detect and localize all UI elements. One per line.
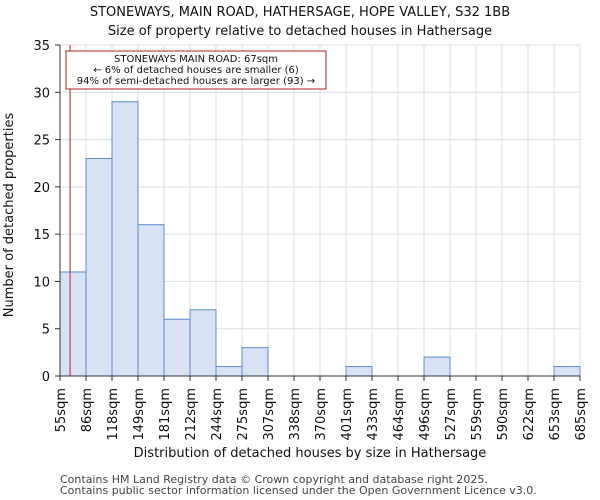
chart-title: STONEWAYS, MAIN ROAD, HATHERSAGE, HOPE V… bbox=[90, 5, 510, 20]
x-tick-label: 55sqm bbox=[54, 388, 69, 432]
x-tick-label: 149sqm bbox=[132, 388, 147, 441]
y-tick-label: 20 bbox=[33, 181, 50, 196]
bar-401sqm bbox=[345, 366, 373, 377]
x-tick-label: 338sqm bbox=[288, 388, 303, 441]
x-tick-label: 370sqm bbox=[314, 388, 329, 441]
annotation-line: STONEWAYS MAIN ROAD: 67sqm bbox=[114, 54, 278, 65]
x-tick-label: 401sqm bbox=[340, 388, 355, 441]
x-tick-label: 685sqm bbox=[574, 388, 589, 441]
bar-118sqm bbox=[111, 101, 139, 377]
x-tick-label: 527sqm bbox=[444, 388, 459, 441]
annotation-line: ← 6% of detached houses are smaller (6) bbox=[93, 65, 299, 76]
bar-181sqm bbox=[163, 318, 191, 377]
x-axis-label: Distribution of detached houses by size … bbox=[134, 446, 487, 461]
annotation-line: 94% of semi-detached houses are larger (… bbox=[77, 76, 315, 87]
bar-244sqm bbox=[215, 366, 243, 377]
x-tick-label: 244sqm bbox=[210, 388, 225, 441]
y-tick-label: 15 bbox=[33, 228, 50, 243]
footer-line-2: Contains public sector information licen… bbox=[60, 484, 537, 497]
bar-496sqm bbox=[423, 356, 451, 377]
bars bbox=[59, 101, 581, 377]
y-tick-label: 10 bbox=[33, 275, 50, 290]
x-tick-label: 86sqm bbox=[80, 388, 95, 432]
y-tick-label: 5 bbox=[42, 323, 50, 338]
y-tick-label: 25 bbox=[33, 134, 50, 149]
annotation-box bbox=[65, 50, 327, 90]
bar-55sqm bbox=[59, 271, 87, 377]
x-tick-label: 496sqm bbox=[418, 388, 433, 441]
y-tick-label: 0 bbox=[42, 370, 50, 385]
x-tick-label: 275sqm bbox=[236, 388, 251, 441]
bar-653sqm bbox=[553, 366, 581, 377]
x-tick-label: 464sqm bbox=[392, 388, 407, 441]
x-tick-label: 307sqm bbox=[262, 388, 277, 441]
x-tick-label: 590sqm bbox=[496, 388, 511, 441]
x-tick-label: 433sqm bbox=[366, 388, 381, 441]
bar-212sqm bbox=[189, 309, 217, 377]
property-marker: STONEWAYS MAIN ROAD: 67sqm← 6% of detach… bbox=[65, 45, 327, 376]
x-tick-label: 653sqm bbox=[548, 388, 563, 441]
footer-line-1: Contains HM Land Registry data © Crown c… bbox=[60, 473, 488, 486]
bar-149sqm bbox=[137, 224, 165, 377]
bar-275sqm bbox=[241, 347, 269, 377]
y-ticks: 0 5 10 15 20 25 30 35 bbox=[33, 39, 60, 385]
x-tick-label: 181sqm bbox=[158, 388, 173, 441]
chart-subtitle: Size of property relative to detached ho… bbox=[108, 24, 492, 39]
x-ticks: 55sqm 86sqm 118sqm 149sqm 181sqm 212sqm 244sqm… bbox=[54, 376, 589, 441]
x-tick-label: 559sqm bbox=[470, 388, 485, 441]
y-tick-label: 30 bbox=[33, 86, 50, 101]
y-tick-label: 35 bbox=[33, 39, 50, 54]
x-tick-label: 212sqm bbox=[184, 388, 199, 441]
x-tick-label: 622sqm bbox=[522, 388, 537, 441]
y-axis-label: Number of detached properties bbox=[2, 113, 17, 318]
x-tick-label: 118sqm bbox=[106, 388, 121, 441]
bar-86sqm bbox=[85, 157, 113, 377]
